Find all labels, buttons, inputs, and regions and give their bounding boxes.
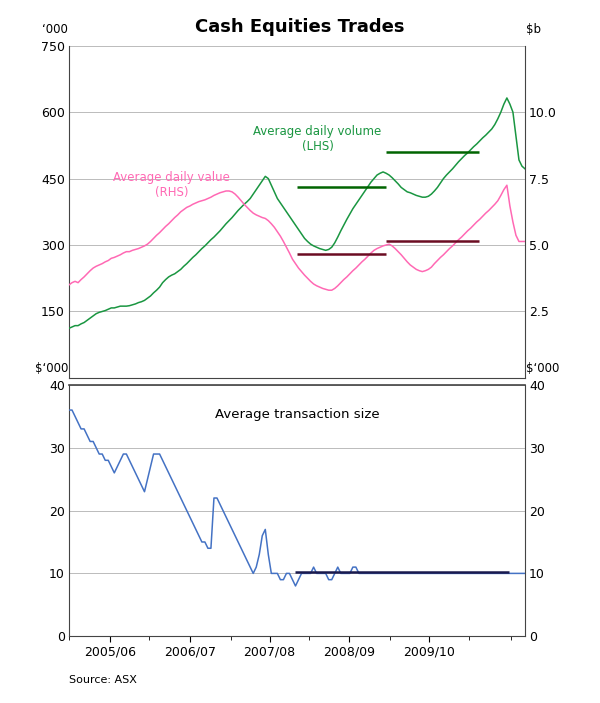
Text: Average daily value
(RHS): Average daily value (RHS)	[113, 172, 230, 199]
Text: $‘000: $‘000	[35, 362, 68, 375]
Text: Average transaction size: Average transaction size	[215, 408, 379, 420]
Text: Source: ASX: Source: ASX	[69, 676, 137, 685]
Text: $b: $b	[526, 22, 541, 36]
Text: Cash Equities Trades: Cash Equities Trades	[195, 18, 405, 36]
Text: Average daily volume
(LHS): Average daily volume (LHS)	[253, 124, 382, 153]
Text: ‘000: ‘000	[42, 22, 68, 36]
Text: $‘000: $‘000	[526, 362, 559, 375]
